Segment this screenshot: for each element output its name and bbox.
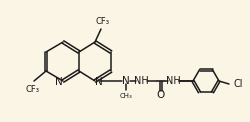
Text: N: N <box>55 77 63 87</box>
Text: CF₃: CF₃ <box>26 85 40 93</box>
Text: CH₃: CH₃ <box>120 93 132 99</box>
Text: CF₃: CF₃ <box>95 17 109 26</box>
Text: N: N <box>122 76 130 86</box>
Text: O: O <box>156 90 165 100</box>
Text: NH: NH <box>166 76 180 86</box>
Text: NH: NH <box>134 76 148 86</box>
Text: Cl: Cl <box>233 79 242 89</box>
Text: N: N <box>95 77 103 87</box>
